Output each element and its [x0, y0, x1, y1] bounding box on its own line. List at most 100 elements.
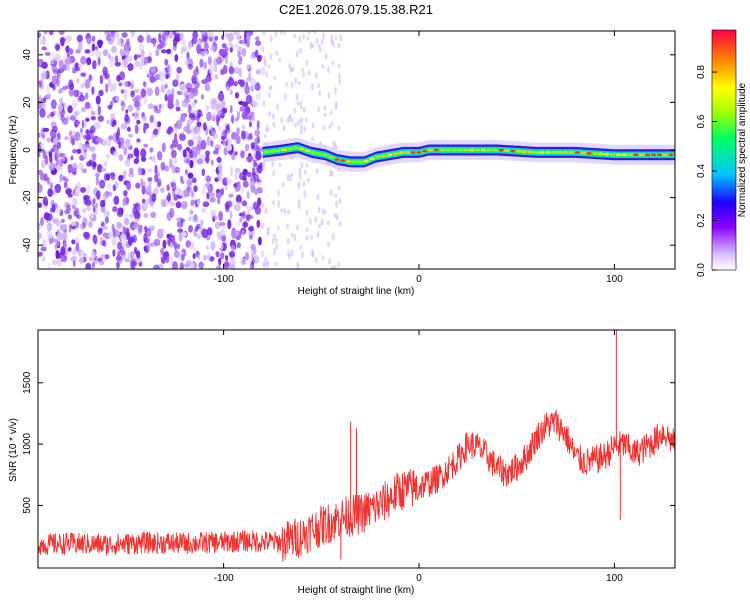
noise-speckle — [41, 46, 47, 51]
noise-speckle — [250, 243, 256, 251]
noise-speckle — [134, 111, 140, 120]
noise-speckle-faint — [338, 221, 342, 227]
noise-speckle — [76, 34, 83, 43]
noise-speckle — [50, 52, 54, 58]
noise-speckle — [109, 172, 116, 177]
noise-speckle — [143, 81, 147, 88]
signal-peak — [311, 151, 316, 154]
noise-speckle — [41, 101, 46, 109]
noise-speckle — [116, 74, 121, 82]
noise-speckle — [196, 233, 202, 239]
noise-speckle-faint — [295, 50, 299, 58]
noise-speckle-faint — [262, 161, 266, 166]
noise-speckle — [93, 235, 98, 245]
noise-speckle — [71, 162, 78, 173]
noise-speckle — [104, 210, 110, 218]
noise-speckle — [90, 116, 97, 121]
noise-speckle — [104, 160, 108, 168]
noise-speckle — [158, 103, 162, 110]
noise-speckle — [246, 64, 252, 69]
noise-speckle — [72, 260, 76, 267]
noise-speckle — [151, 155, 157, 163]
noise-speckle — [88, 146, 96, 152]
noise-speckle — [62, 234, 67, 241]
noise-speckle — [184, 169, 189, 175]
noise-speckle — [73, 209, 78, 217]
noise-speckle — [97, 105, 102, 116]
noise-speckle — [185, 82, 192, 90]
noise-speckle — [213, 215, 217, 220]
noise-speckle — [41, 159, 46, 169]
noise-speckle-faint — [298, 167, 302, 174]
noise-speckle — [160, 187, 165, 194]
noise-speckle — [50, 148, 55, 153]
noise-speckle — [241, 229, 246, 236]
noise-speckle-faint — [288, 114, 292, 119]
y-tick-label: 0 — [22, 147, 33, 153]
snr-line — [38, 330, 675, 562]
noise-speckle — [136, 138, 141, 143]
noise-speckle — [105, 83, 109, 93]
noise-speckle — [191, 177, 197, 184]
noise-speckle-faint — [321, 208, 325, 216]
noise-speckle — [80, 82, 85, 89]
noise-speckle — [170, 46, 177, 52]
noise-speckle-faint — [317, 206, 321, 214]
spectrogram-y-axis-label: Frequency (Hz) — [8, 116, 19, 185]
noise-speckle-faint — [297, 80, 301, 86]
noise-speckle-faint — [316, 230, 320, 239]
noise-speckle — [179, 83, 186, 93]
noise-speckle — [108, 135, 114, 141]
colorbar-tick-label: 0.0 — [696, 263, 707, 277]
noise-speckle — [173, 36, 179, 42]
noise-speckle — [141, 198, 146, 204]
noise-speckle — [40, 246, 47, 252]
noise-speckle — [85, 144, 91, 149]
noise-speckle — [151, 193, 157, 203]
noise-speckle-faint — [262, 261, 266, 266]
noise-speckle — [216, 156, 222, 163]
noise-speckle — [50, 128, 57, 139]
noise-speckle-faint — [281, 181, 285, 188]
noise-speckle — [38, 94, 42, 102]
noise-speckle — [42, 150, 47, 159]
noise-speckle-faint — [337, 261, 341, 268]
noise-speckle-faint — [318, 47, 322, 53]
noise-speckle — [250, 53, 257, 60]
noise-speckle — [246, 32, 251, 42]
noise-speckle — [169, 66, 173, 76]
noise-speckle — [178, 232, 183, 242]
noise-speckle — [57, 67, 65, 74]
signal-peak — [592, 152, 598, 155]
noise-speckle-faint — [303, 190, 307, 198]
x-tick-label: 0 — [416, 274, 422, 285]
noise-speckle — [135, 182, 141, 189]
noise-speckle — [67, 163, 73, 174]
noise-speckle — [246, 205, 252, 213]
noise-speckle — [147, 168, 153, 173]
noise-speckle — [123, 196, 129, 206]
noise-speckle-faint — [298, 172, 302, 181]
noise-speckle — [206, 192, 210, 200]
noise-speckle — [147, 177, 153, 182]
noise-speckle — [81, 119, 85, 129]
noise-speckle — [86, 161, 92, 167]
spectrogram-x-axis-label: Height of straight line (km) — [298, 286, 415, 297]
noise-speckle — [129, 213, 135, 218]
signal-peak — [434, 148, 440, 152]
noise-speckle — [169, 207, 175, 218]
noise-speckle — [80, 55, 87, 65]
x-tick-label: 100 — [606, 573, 623, 584]
noise-speckle — [196, 121, 202, 128]
noise-speckle — [176, 167, 180, 172]
noise-speckle — [217, 124, 222, 132]
noise-speckle-faint — [337, 72, 341, 80]
noise-speckle — [54, 183, 62, 194]
noise-speckle — [146, 87, 153, 97]
noise-speckle — [180, 46, 184, 55]
noise-speckle — [229, 210, 233, 220]
noise-speckle — [245, 94, 253, 105]
noise-speckle — [58, 59, 64, 69]
noise-speckle — [75, 187, 80, 197]
noise-speckle — [201, 187, 207, 195]
